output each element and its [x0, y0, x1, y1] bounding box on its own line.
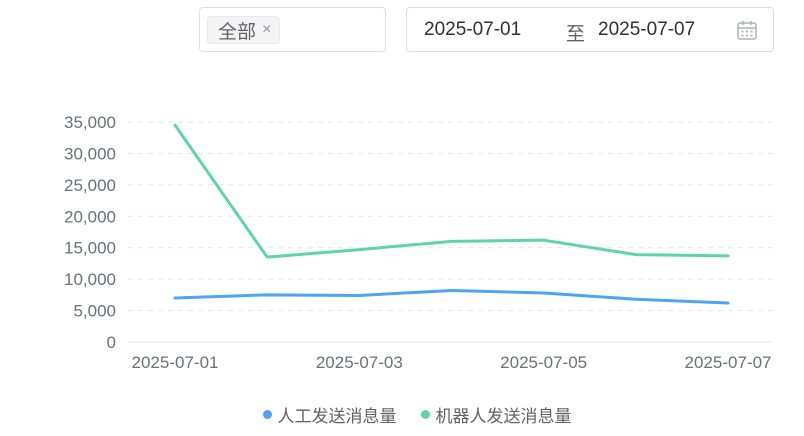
date-end-input[interactable]: 2025-07-07: [598, 19, 696, 40]
x-tick-label: 2025-07-03: [316, 353, 403, 372]
legend-item-manual[interactable]: 人工发送消息量: [262, 402, 397, 427]
legend-label-robot: 机器人发送消息量: [435, 407, 572, 426]
y-tick-label: 20,000: [64, 207, 116, 226]
date-start-input[interactable]: 2025-07-01: [424, 19, 522, 40]
tag-close-icon[interactable]: ×: [262, 21, 272, 38]
y-tick-label: 35,000: [64, 113, 116, 132]
chart-legend: 人工发送消息量 机器人发送消息量: [0, 402, 804, 427]
legend-dot-manual: [262, 410, 272, 419]
date-range-picker[interactable]: 2025-07-01 至 2025-07-07: [406, 7, 774, 52]
series-line-robot: [173, 123, 730, 259]
series-line-manual: [173, 288, 730, 305]
calendar-icon[interactable]: [735, 18, 759, 42]
selected-tag: 全部 ×: [207, 16, 281, 44]
y-tick-label: 5,000: [73, 302, 116, 321]
y-tick-label: 30,000: [64, 144, 116, 163]
y-tick-label: 25,000: [64, 176, 116, 195]
x-tick-label: 2025-07-05: [500, 353, 587, 372]
y-tick-label: 15,000: [64, 239, 116, 258]
legend-label-manual: 人工发送消息量: [277, 407, 397, 426]
x-tick-label: 2025-07-01: [132, 353, 219, 372]
y-tick-label: 0: [107, 333, 116, 352]
line-chart: 0 5,000 10,000 15,000 20,000 25,000 30,000 35,0…: [64, 113, 773, 372]
date-range-separator: 至: [566, 24, 586, 45]
y-tick-label: 10,000: [64, 270, 116, 289]
tag-label: 全部: [218, 21, 257, 43]
category-select[interactable]: 全部 ×: [199, 7, 386, 52]
legend-dot-robot: [420, 410, 430, 419]
legend-item-robot[interactable]: 机器人发送消息量: [420, 402, 572, 427]
x-tick-label: 2025-07-07: [685, 353, 772, 372]
